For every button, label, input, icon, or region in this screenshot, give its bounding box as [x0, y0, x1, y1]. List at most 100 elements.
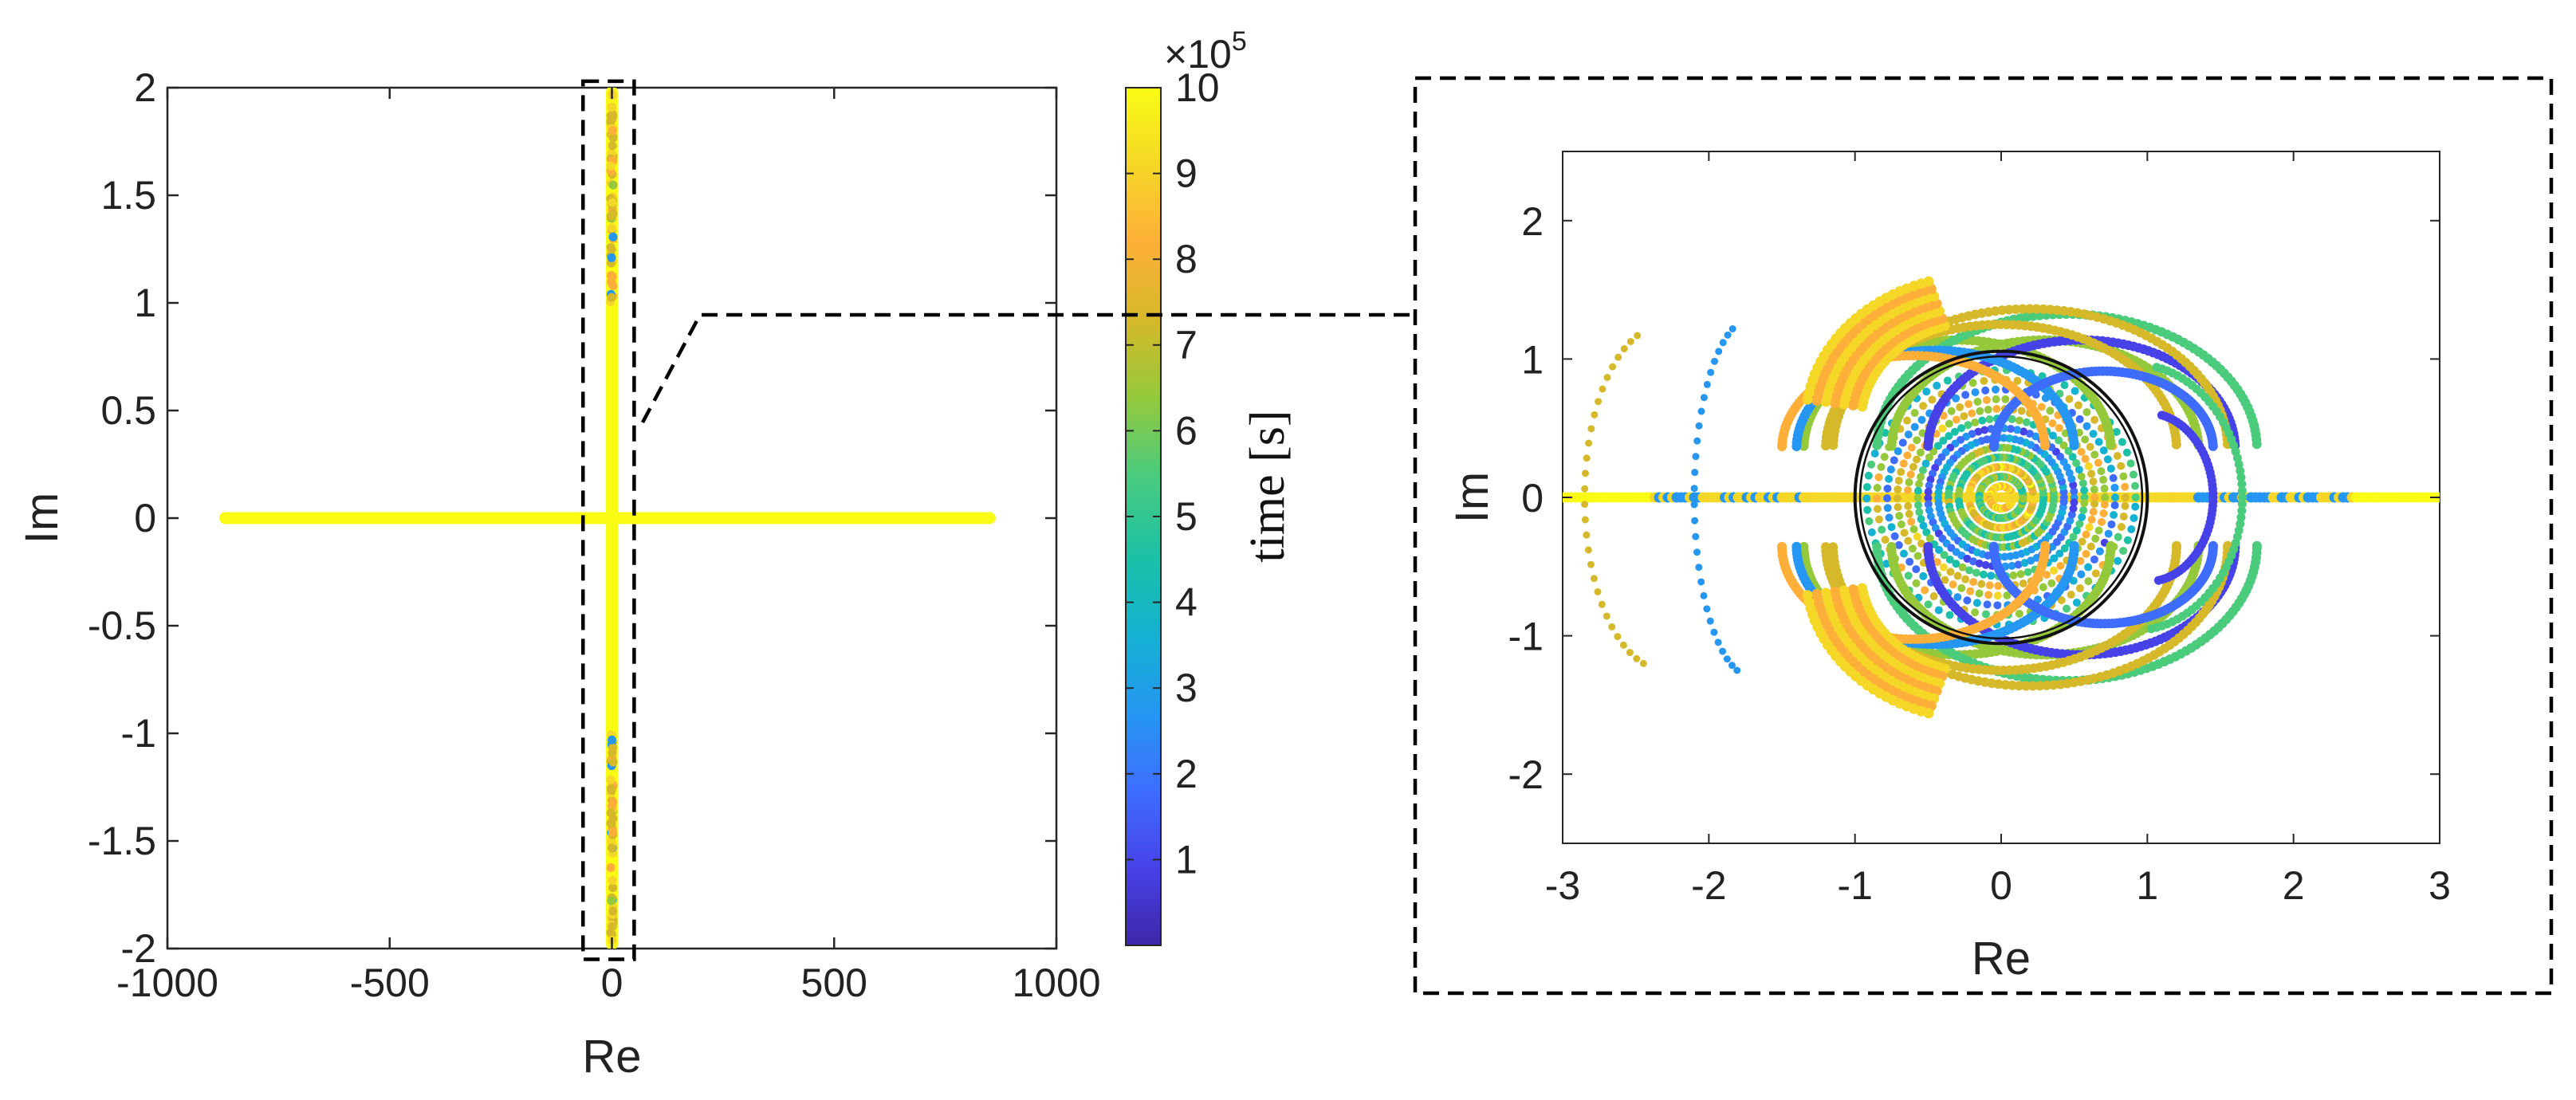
- eigenvalue-point: [1865, 517, 1874, 525]
- eigenvalue-point: [2126, 459, 2135, 468]
- eigenvalue-point: [1599, 385, 1607, 393]
- eigenvalue-point: [1923, 708, 1934, 719]
- eigenvalue-point: [1910, 422, 1919, 431]
- eigenvalue-point: [1692, 532, 1700, 540]
- x-tick-label: -3: [1545, 863, 1580, 908]
- eigenvalue-point: [1922, 387, 1931, 396]
- eigenvalue-point: [1952, 560, 1961, 568]
- eigenvalue-point: [2090, 493, 2099, 501]
- eigenvalue-point: [2110, 501, 2119, 509]
- eigenvalue-point: [1913, 436, 1921, 445]
- colorbar-ticks: 1 2 3 4 5 6 7 8 9 10: [1126, 65, 1220, 882]
- eigenvalue-point: [1697, 578, 1705, 586]
- eigenvalue-point: [1950, 427, 1959, 436]
- eigenvalue-point: [1585, 439, 1593, 447]
- zoom-connector-line: [641, 312, 1415, 424]
- eigenvalue-point: [2114, 532, 2122, 541]
- x-tick-label: 0: [1990, 863, 2012, 908]
- eigenvalue-point: [608, 232, 618, 242]
- eigenvalue-point: [607, 293, 616, 302]
- eigenvalue-point: [2071, 387, 2079, 395]
- eigenvalue-point: [1886, 465, 1895, 473]
- eigenvalue-point: [1710, 628, 1718, 636]
- eigenvalue-point: [1972, 599, 1981, 607]
- eigenvalue-point: [2025, 430, 2034, 438]
- eigenvalue-point: [2121, 482, 2130, 491]
- eigenvalue-point: [1987, 572, 1996, 580]
- eigenvalue-point: [2237, 506, 2247, 516]
- full-view-ticks: -1000 -500 0 500 1000 2 1.5 1 0.5 0 -0.5 -1 -1.5 -2: [88, 65, 1101, 1005]
- eigenvalue-point: [1594, 587, 1602, 595]
- eigenvalue-point: [1917, 473, 1925, 481]
- eigenvalue-point: [1886, 441, 1897, 451]
- eigenvalue-point: [1957, 583, 1966, 592]
- zoom-view-y-label: Im: [1446, 472, 1498, 523]
- eigenvalue-point: [1981, 386, 1990, 395]
- eigenvalue-point: [2072, 599, 2081, 607]
- eigenvalue-point: [1903, 451, 1912, 460]
- eigenvalue-point: [2013, 426, 2022, 434]
- eigenvalue-point: [2052, 305, 2063, 316]
- eigenvalue-point: [1918, 466, 1927, 474]
- eigenvalue-point: [2094, 438, 2103, 446]
- eigenvalue-point: [1969, 578, 1978, 587]
- eigenvalue-point: [1902, 416, 1911, 425]
- eigenvalue-point: [608, 921, 617, 931]
- eigenvalue-point: [1943, 376, 1952, 385]
- eigenvalue-point: [1919, 402, 1928, 411]
- eigenvalue-point: [2081, 435, 2090, 444]
- eigenvalue-point: [1581, 501, 1589, 509]
- eigenvalue-point: [2039, 542, 2050, 552]
- eigenvalue-point: [1723, 655, 1731, 663]
- eigenvalue-point: [2043, 571, 2051, 579]
- eigenvalue-point: [2131, 502, 2140, 511]
- eigenvalue-point: [2238, 493, 2247, 502]
- eigenvalue-point: [2237, 499, 2247, 509]
- eigenvalue-point: [2123, 536, 2132, 544]
- zoom-view-data: [1563, 276, 2440, 719]
- eigenvalue-point: [1988, 442, 1999, 452]
- eigenvalue-point: [2023, 568, 2032, 576]
- eigenvalue-point: [2080, 493, 2089, 501]
- eigenvalue-point: [1691, 469, 1699, 477]
- eigenvalue-point: [2008, 414, 2016, 423]
- eigenvalue-point: [1821, 441, 1831, 451]
- eigenvalue-point: [2019, 579, 2027, 587]
- eigenvalue-point: [1867, 528, 1876, 536]
- eigenvalue-point: [1940, 551, 1949, 560]
- eigenvalue-point: [1904, 501, 1913, 510]
- eigenvalue-point: [1614, 353, 1622, 361]
- colorbar: 1 2 3 4 5 6 7 8 9 10 ×105 time [s]: [1125, 26, 1295, 946]
- eigenvalue-point: [2055, 549, 2064, 558]
- eigenvalue-point: [2157, 411, 2166, 420]
- eigenvalue-point: [1980, 376, 1988, 385]
- eigenvalue-point: [2113, 452, 2122, 461]
- eigenvalue-point: [2076, 556, 2085, 565]
- eigenvalue-point: [606, 242, 615, 252]
- eigenvalue-point: [1979, 570, 1988, 579]
- eigenvalue-point: [2084, 462, 2093, 470]
- eigenvalue-point: [2109, 473, 2118, 482]
- eigenvalue-point: [1993, 591, 2002, 600]
- eigenvalue-point: [2060, 544, 2069, 552]
- eigenvalue-point: [2004, 304, 2014, 315]
- eigenvalue-point: [1898, 438, 1907, 447]
- eigenvalue-point: [1693, 437, 1701, 445]
- eigenvalue-point: [607, 103, 616, 112]
- eigenvalue-point: [2082, 549, 2090, 558]
- eigenvalue-point: [2020, 427, 2028, 436]
- full-view-y-label: Im: [16, 493, 68, 544]
- eigenvalue-point: [1897, 468, 1905, 477]
- eigenvalue-point: [1872, 440, 1882, 450]
- eigenvalue-point: [1960, 412, 1968, 421]
- eigenvalue-point: [1894, 447, 1902, 456]
- eigenvalue-point: [1697, 407, 1705, 415]
- x-tick-label: -2: [1691, 863, 1726, 908]
- eigenvalue-point: [2112, 427, 2121, 436]
- eigenvalue-point: [1903, 493, 1912, 502]
- eigenvalue-point: [1922, 528, 1931, 536]
- eigenvalue-point: [1947, 407, 1956, 415]
- x-tick-label: 3: [2429, 863, 2451, 908]
- eigenvalue-point: [2068, 453, 2077, 462]
- eigenvalue-point: [1925, 453, 1933, 462]
